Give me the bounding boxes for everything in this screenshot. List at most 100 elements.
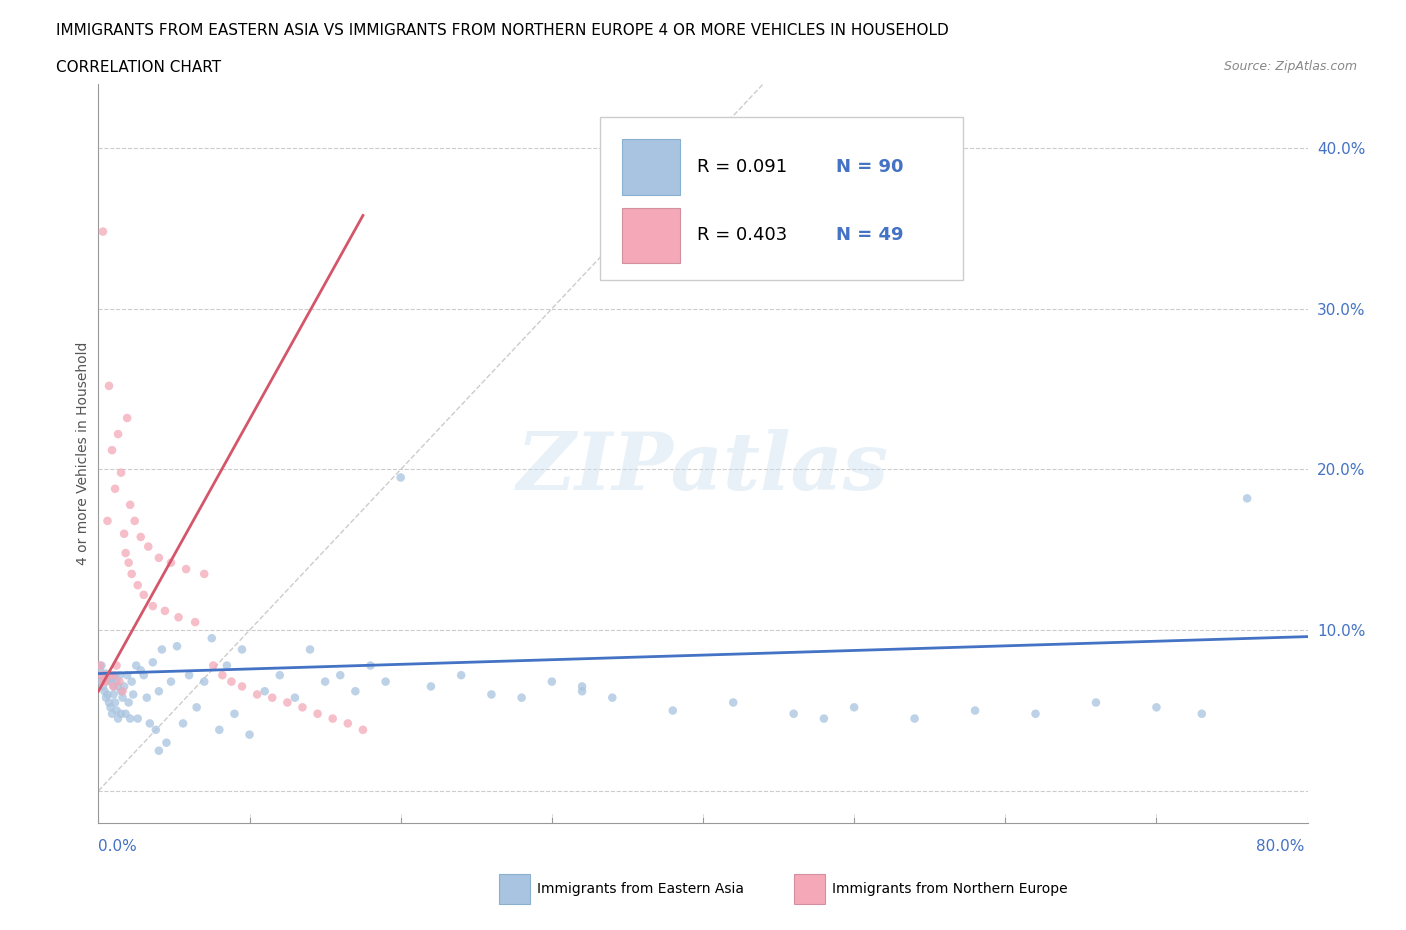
Point: [540, 674, 562, 689]
Text: Source: ZipAtlas.com: Source: ZipAtlas.com: [1223, 60, 1357, 73]
Point: [122, 687, 145, 702]
Point: [91, 224, 114, 239]
Point: [299, 642, 322, 657]
Point: [135, 690, 157, 705]
Point: [201, 631, 224, 645]
Point: [115, 668, 138, 683]
Point: [103, 679, 125, 694]
Point: [96, 687, 118, 702]
Point: [904, 711, 927, 726]
Point: [148, 551, 170, 565]
Point: [239, 727, 262, 742]
Point: [110, 684, 132, 698]
Point: [125, 658, 148, 673]
Point: [291, 700, 314, 715]
Point: [262, 690, 284, 705]
Point: [160, 674, 183, 689]
Text: R = 0.091: R = 0.091: [697, 157, 787, 176]
Text: 0.0%: 0.0%: [98, 839, 138, 854]
Point: [352, 723, 374, 737]
Y-axis label: 4 or more Vehicles in Household: 4 or more Vehicles in Household: [76, 341, 90, 565]
Point: [246, 687, 269, 702]
Point: [105, 674, 128, 689]
Point: [93, 668, 115, 683]
Point: [124, 513, 146, 528]
Point: [100, 674, 122, 689]
Point: [153, 604, 176, 618]
Point: [783, 706, 806, 721]
Point: [231, 642, 253, 657]
Point: [184, 615, 207, 630]
Point: [90, 674, 112, 689]
Point: [103, 679, 125, 694]
Point: [107, 711, 129, 726]
Point: [211, 668, 233, 683]
Text: IMMIGRANTS FROM EASTERN ASIA VS IMMIGRANTS FROM NORTHERN EUROPE 4 OR MORE VEHICL: IMMIGRANTS FROM EASTERN ASIA VS IMMIGRAN…: [56, 23, 949, 38]
Point: [329, 668, 352, 683]
Point: [94, 666, 117, 681]
Point: [1085, 695, 1108, 710]
Point: [96, 513, 118, 528]
Point: [813, 711, 835, 726]
Bar: [600, 117, 963, 280]
Point: [179, 668, 201, 683]
Point: [96, 672, 118, 687]
Point: [107, 679, 129, 694]
Text: Immigrants from Northern Europe: Immigrants from Northern Europe: [832, 882, 1069, 897]
Point: [142, 655, 165, 670]
Point: [571, 684, 593, 698]
Text: CORRELATION CHART: CORRELATION CHART: [56, 60, 221, 75]
Text: 80.0%: 80.0%: [1257, 839, 1305, 854]
Point: [360, 658, 382, 673]
Point: [148, 743, 170, 758]
Point: [142, 599, 165, 614]
Point: [202, 658, 225, 673]
Point: [105, 658, 128, 673]
Point: [844, 700, 866, 715]
Point: [120, 711, 142, 726]
Point: [118, 695, 141, 710]
Point: [114, 546, 136, 561]
Point: [112, 526, 135, 541]
Point: [253, 684, 276, 698]
Point: [174, 562, 197, 577]
Point: [155, 736, 177, 751]
Point: [127, 578, 149, 592]
Point: [602, 690, 624, 705]
Point: [101, 671, 124, 685]
Point: [101, 706, 124, 721]
Point: [389, 470, 412, 485]
Point: [662, 703, 685, 718]
Point: [723, 695, 745, 710]
Point: [132, 668, 155, 683]
Point: [98, 668, 121, 683]
Point: [103, 668, 125, 683]
Point: [100, 668, 122, 683]
Point: [100, 700, 122, 715]
Point: [132, 588, 155, 603]
Point: [98, 695, 121, 710]
Point: [374, 674, 396, 689]
Point: [481, 687, 503, 702]
Point: [276, 695, 298, 710]
Point: [104, 482, 127, 497]
Point: [322, 711, 344, 726]
Point: [336, 716, 359, 731]
Point: [571, 679, 593, 694]
Point: [450, 668, 472, 683]
Point: [965, 703, 987, 718]
Point: [269, 668, 291, 683]
Point: [221, 674, 243, 689]
Point: [121, 566, 143, 581]
Point: [104, 668, 127, 683]
Point: [103, 687, 125, 702]
Point: [115, 410, 138, 425]
Point: [307, 706, 329, 721]
Point: [166, 639, 188, 654]
Point: [231, 679, 253, 694]
Point: [224, 706, 246, 721]
Point: [148, 684, 170, 698]
Point: [108, 674, 131, 689]
Point: [129, 663, 152, 678]
Point: [193, 566, 215, 581]
